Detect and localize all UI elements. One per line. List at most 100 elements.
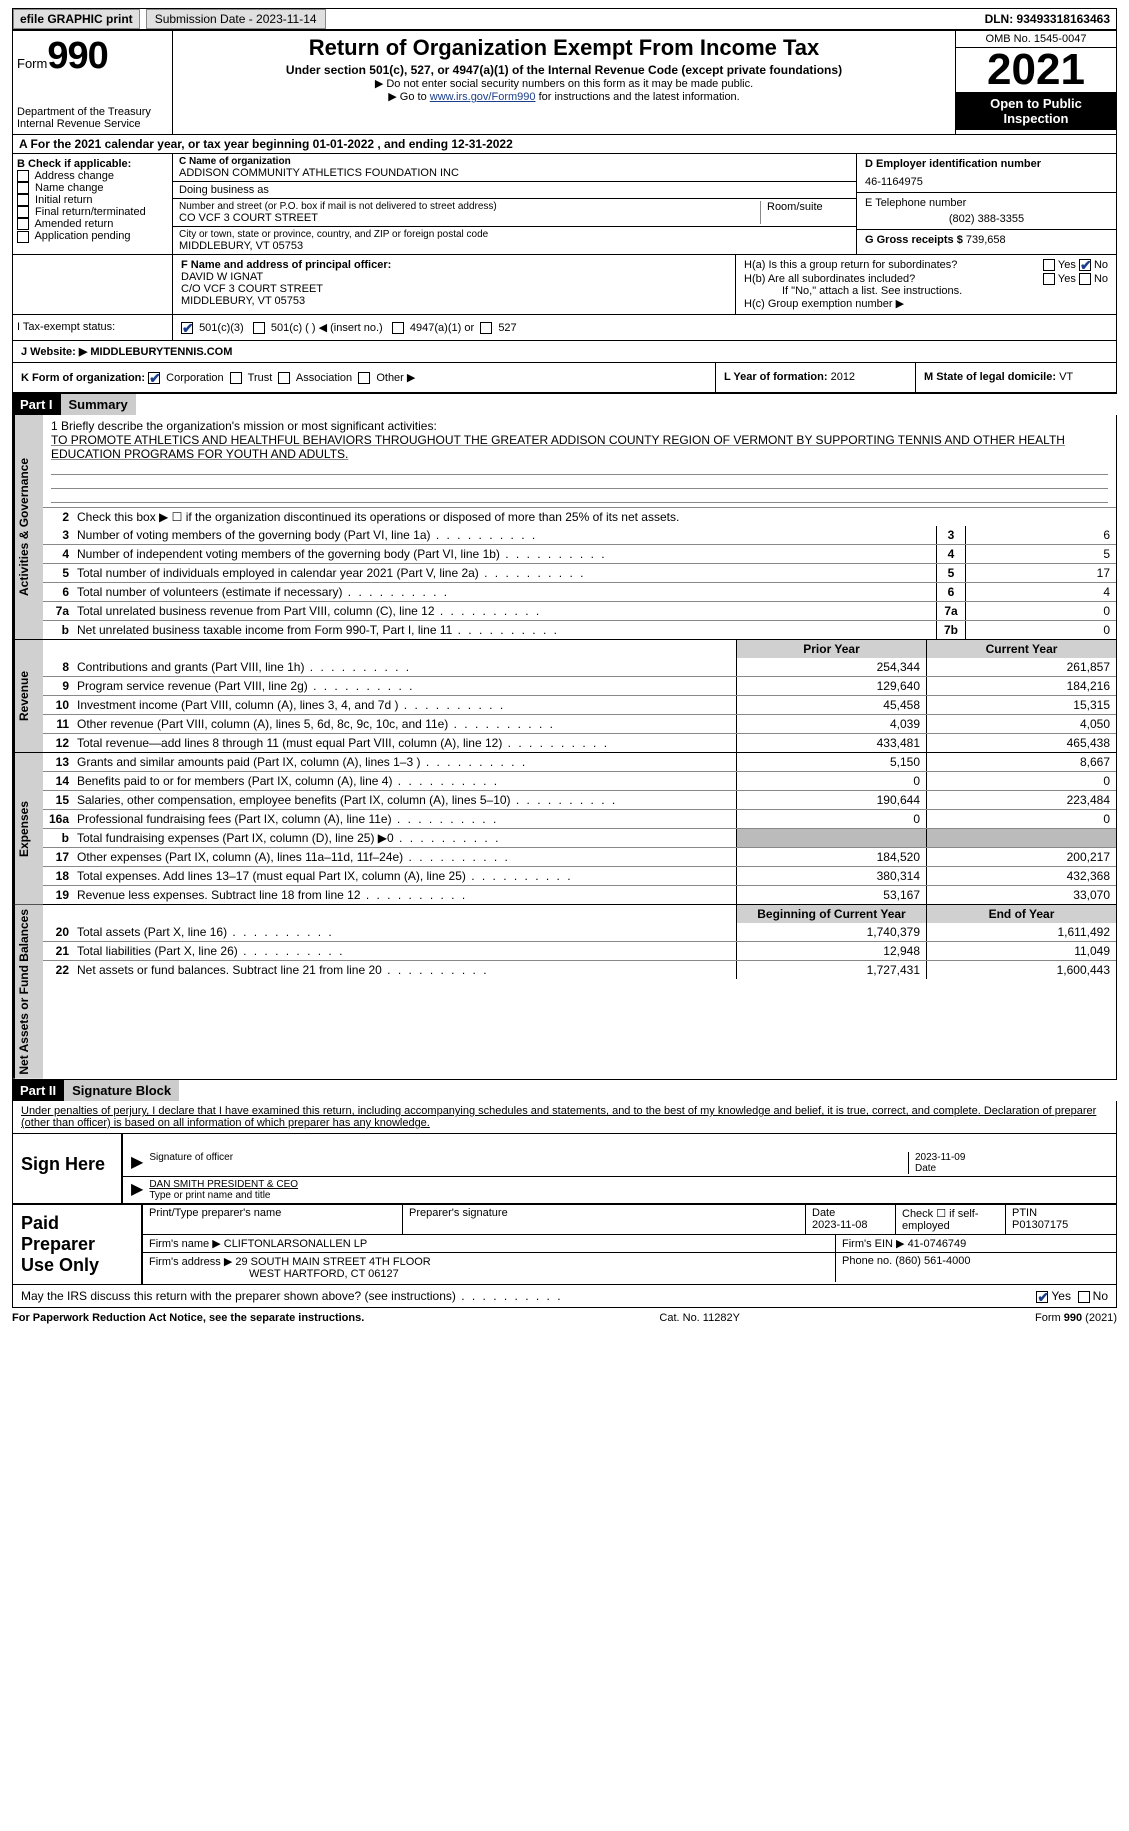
- checkbox[interactable]: [17, 194, 29, 206]
- begin-year-header: Beginning of Current Year: [736, 905, 926, 923]
- ha-label: H(a) Is this a group return for subordin…: [744, 259, 957, 271]
- corp-checkbox[interactable]: [148, 372, 160, 384]
- line-box: 3: [936, 526, 966, 544]
- line-text: Number of independent voting members of …: [73, 545, 936, 563]
- line-value: 4: [966, 583, 1116, 601]
- city-label: City or town, state or province, country…: [179, 229, 488, 240]
- firm-ein: 41-0746749: [908, 1238, 967, 1250]
- irs-link[interactable]: www.irs.gov/Form990: [430, 91, 536, 103]
- expenses-section: Expenses 13Grants and similar amounts pa…: [12, 753, 1117, 905]
- 4947-checkbox[interactable]: [392, 322, 404, 334]
- line-value: 6: [966, 526, 1116, 544]
- line-text: Total number of individuals employed in …: [73, 564, 936, 582]
- form-number-cell: Form990 Department of the Treasury Inter…: [13, 31, 173, 134]
- line-value: 0: [966, 602, 1116, 620]
- checkbox[interactable]: [17, 182, 29, 194]
- submission-date-button[interactable]: Submission Date - 2023-11-14: [146, 9, 326, 29]
- box-d: D Employer identification number 46-1164…: [856, 154, 1116, 254]
- department-label: Department of the Treasury Internal Reve…: [17, 106, 168, 130]
- prior-value: 5,150: [736, 753, 926, 771]
- begin-value: 12,948: [736, 942, 926, 960]
- line-text: Total expenses. Add lines 13–17 (must eq…: [73, 867, 736, 885]
- mission-block: 1 Briefly describe the organization's mi…: [43, 415, 1116, 507]
- website-value: MIDDLEBURYTENNIS.COM: [90, 346, 232, 358]
- box-b-label: B Check if applicable:: [17, 158, 168, 170]
- room-suite-label: Room/suite: [760, 201, 850, 224]
- prior-value: 433,481: [736, 734, 926, 752]
- form-number: 990: [47, 35, 107, 77]
- city-state-zip: MIDDLEBURY, VT 05753: [179, 240, 488, 252]
- assoc-checkbox[interactable]: [278, 372, 290, 384]
- line-text: Total number of volunteers (estimate if …: [73, 583, 936, 601]
- gross-receipts-label: G Gross receipts $: [865, 234, 963, 246]
- prior-value: 254,344: [736, 658, 926, 676]
- officer-name: DAVID W IGNAT: [181, 271, 727, 283]
- self-employed-check: Check ☐ if self-employed: [896, 1205, 1006, 1234]
- line-value: 17: [966, 564, 1116, 582]
- part1-header: Part ISummary: [12, 394, 1117, 415]
- end-value: 11,049: [926, 942, 1116, 960]
- arrow-icon: ▶: [131, 1152, 143, 1174]
- line-text: Investment income (Part VIII, column (A)…: [73, 696, 736, 714]
- ha-no-checkbox[interactable]: [1079, 259, 1091, 271]
- prior-value: 45,458: [736, 696, 926, 714]
- line-text: Salaries, other compensation, employee b…: [73, 791, 736, 809]
- print-preparer-label: Print/Type preparer's name: [143, 1205, 403, 1234]
- other-checkbox[interactable]: [358, 372, 370, 384]
- current-value: 465,438: [926, 734, 1116, 752]
- line-text: Total assets (Part X, line 16): [73, 923, 736, 941]
- current-value: 4,050: [926, 715, 1116, 733]
- current-value: 0: [926, 810, 1116, 828]
- efile-print-button[interactable]: efile GRAPHIC print: [13, 9, 140, 29]
- 527-checkbox[interactable]: [480, 322, 492, 334]
- current-value: [926, 829, 1116, 847]
- ha-yes-checkbox[interactable]: [1043, 259, 1055, 271]
- tax-year: 2021: [956, 48, 1116, 92]
- line-text: Other expenses (Part IX, column (A), lin…: [73, 848, 736, 866]
- form-title: Return of Organization Exempt From Incom…: [179, 35, 949, 61]
- phone-label: E Telephone number: [865, 197, 1108, 209]
- officer-city: MIDDLEBURY, VT 05753: [181, 295, 727, 307]
- tax-exempt-row: I Tax-exempt status: 501(c)(3) 501(c) ( …: [12, 315, 1117, 341]
- prior-value: 0: [736, 810, 926, 828]
- trust-checkbox[interactable]: [230, 372, 242, 384]
- checkbox[interactable]: [17, 170, 29, 182]
- officer-name-title: DAN SMITH PRESIDENT & CEO: [149, 1179, 298, 1190]
- prior-value: 184,520: [736, 848, 926, 866]
- paid-preparer-block: Paid Preparer Use Only Print/Type prepar…: [12, 1204, 1117, 1285]
- box-h: H(a) Is this a group return for subordin…: [736, 255, 1116, 314]
- year-formation-value: 2012: [831, 371, 855, 383]
- dba-label: Doing business as: [179, 184, 269, 196]
- prior-value: 129,640: [736, 677, 926, 695]
- line2-text: Check this box ▶ ☐ if the organization d…: [73, 508, 1116, 526]
- title-cell: Return of Organization Exempt From Incom…: [173, 31, 956, 134]
- discuss-no-checkbox[interactable]: [1078, 1291, 1090, 1303]
- sig-date-label: Date: [915, 1163, 1108, 1174]
- end-year-header: End of Year: [926, 905, 1116, 923]
- checkbox[interactable]: [17, 231, 29, 243]
- revenue-section: Revenue Prior Year Current Year 8Contrib…: [12, 640, 1117, 753]
- 501c3-checkbox[interactable]: [181, 322, 193, 334]
- top-bar: efile GRAPHIC print Submission Date - 20…: [12, 8, 1117, 31]
- firm-address2: WEST HARTFORD, CT 06127: [149, 1268, 399, 1280]
- side-label-net-assets: Net Assets or Fund Balances: [13, 905, 43, 1079]
- preparer-sig-label: Preparer's signature: [403, 1205, 806, 1234]
- hb-no-checkbox[interactable]: [1079, 273, 1091, 285]
- checkbox[interactable]: [17, 218, 29, 230]
- side-label-governance: Activities & Governance: [13, 415, 43, 639]
- line-text: Total liabilities (Part X, line 26): [73, 942, 736, 960]
- part1-title: Summary: [61, 394, 136, 415]
- hb-yes-checkbox[interactable]: [1043, 273, 1055, 285]
- sign-here-label: Sign Here: [13, 1134, 123, 1203]
- catalog-number: Cat. No. 11282Y: [659, 1312, 740, 1324]
- box-k-label: K Form of organization:: [21, 372, 145, 384]
- tax-exempt-label: I Tax-exempt status:: [13, 315, 173, 340]
- checkbox[interactable]: [17, 206, 29, 218]
- line-text: Other revenue (Part VIII, column (A), li…: [73, 715, 736, 733]
- 501c-checkbox[interactable]: [253, 322, 265, 334]
- preparer-date: 2023-11-08: [812, 1219, 867, 1231]
- name-title-label: Type or print name and title: [149, 1190, 298, 1201]
- discuss-yes-checkbox[interactable]: [1036, 1291, 1048, 1303]
- part2-header: Part IISignature Block: [12, 1080, 1117, 1101]
- line-text: Total revenue—add lines 8 through 11 (mu…: [73, 734, 736, 752]
